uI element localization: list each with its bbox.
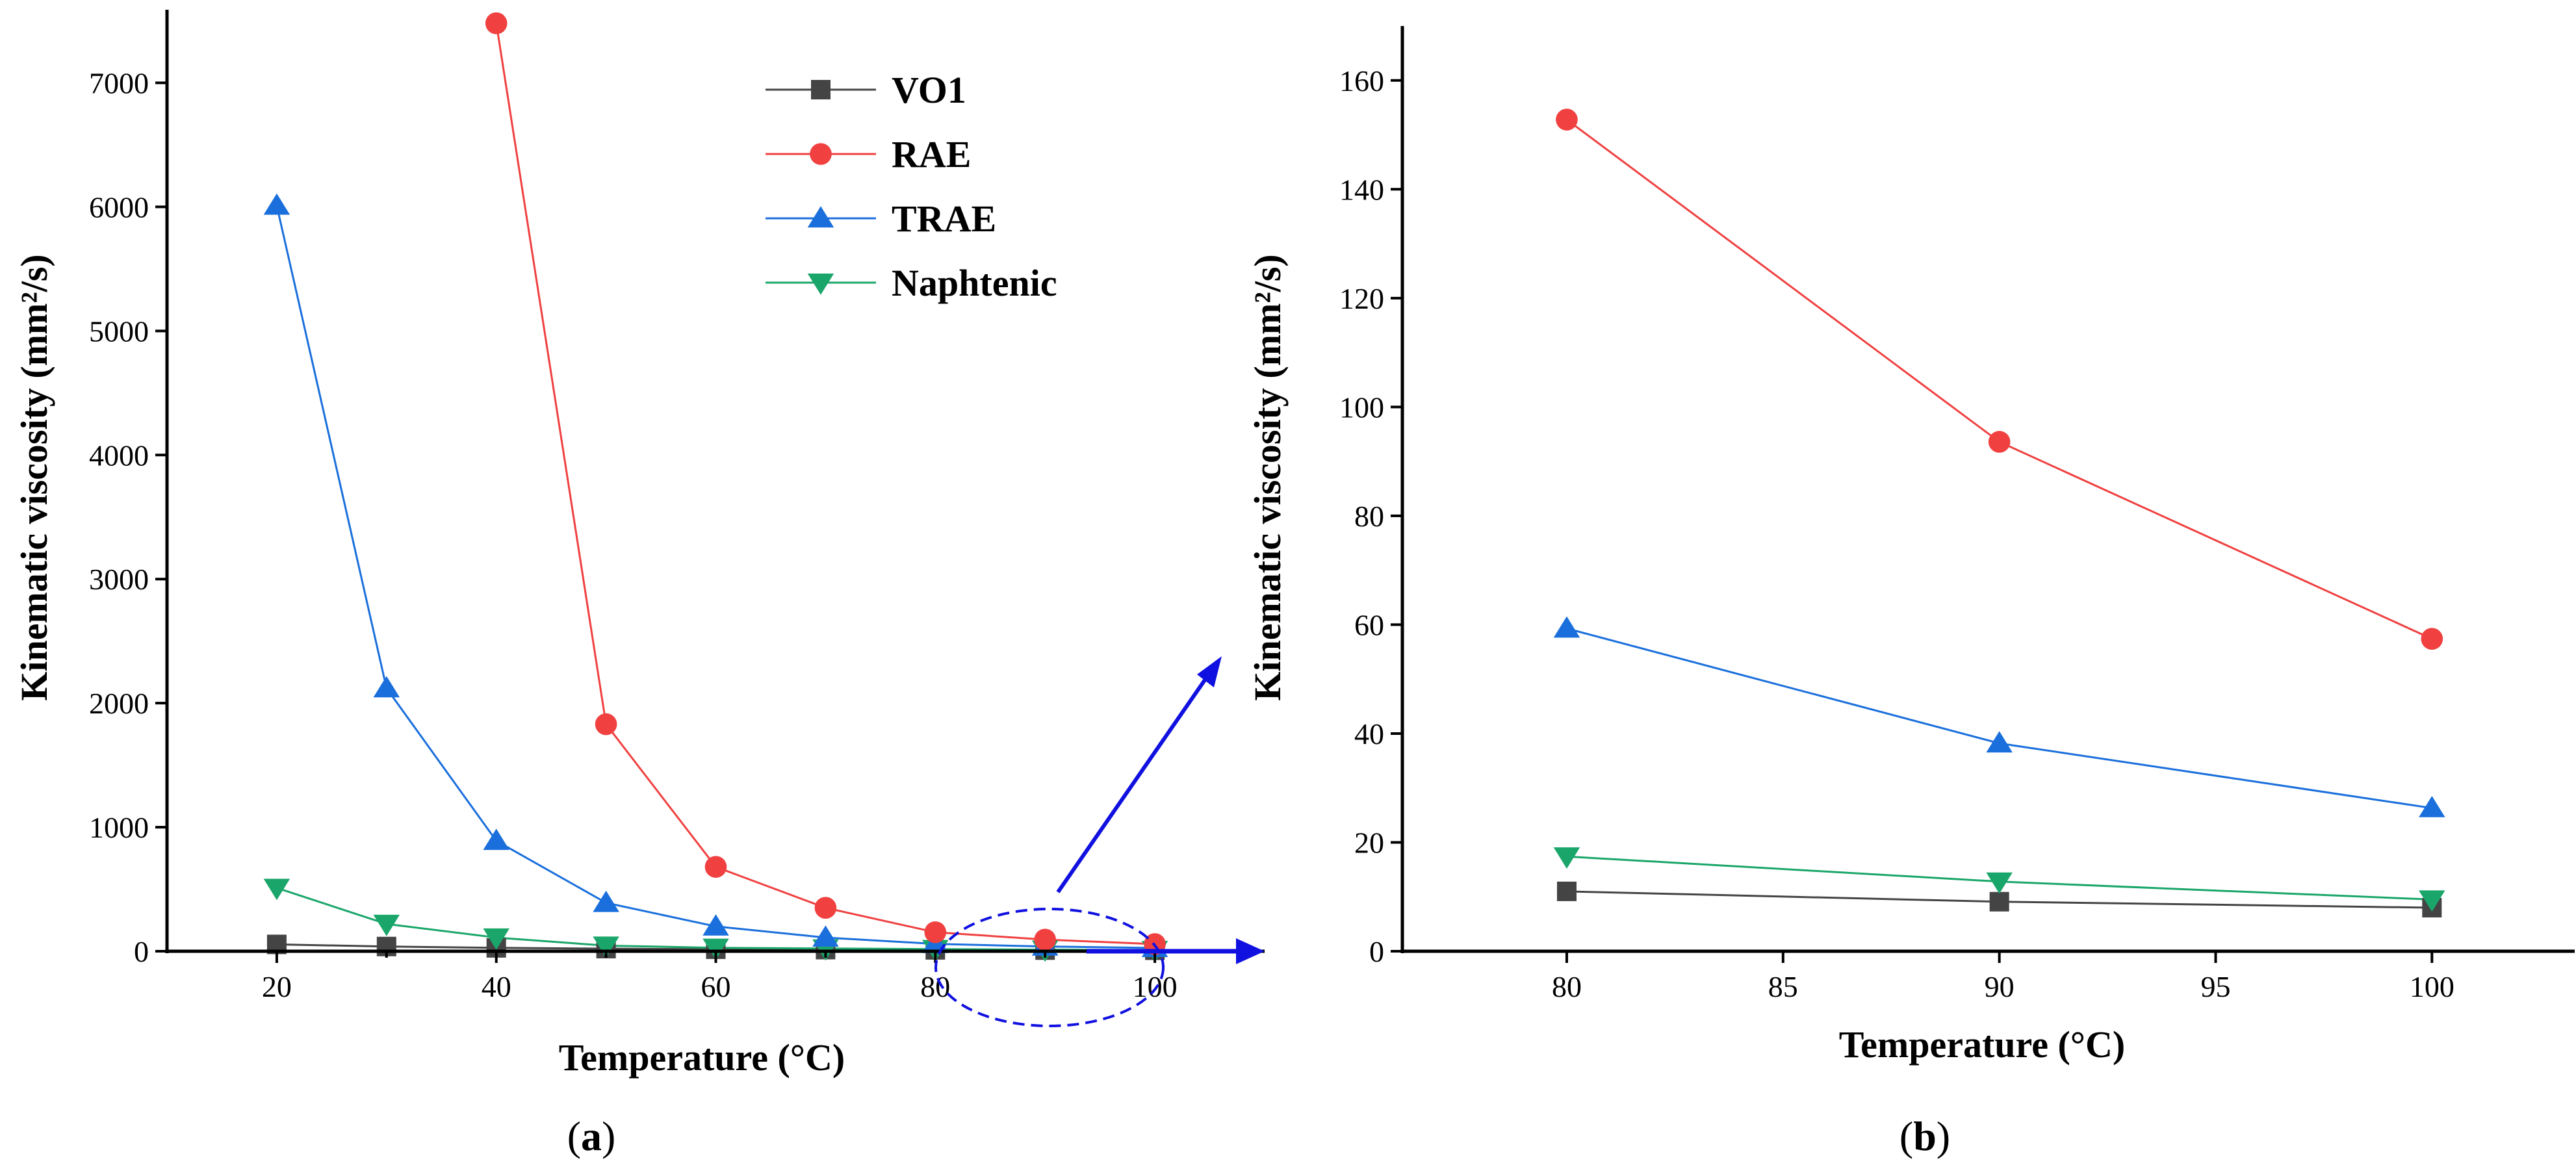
panel-a-x-tick-label: 40 — [482, 970, 511, 1003]
panel-a-point-rae — [704, 856, 727, 878]
legend-item-vo1: VO1 — [766, 69, 966, 111]
panel-b-point-trae — [1986, 731, 2013, 753]
panel-b-x-ticks: 80 85 90 95 100 — [1552, 951, 2454, 1003]
panel-a-y-tick-label: 1000 — [89, 811, 149, 844]
panel-a-point-rae — [814, 897, 837, 919]
panel-b-x-tick-label: 95 — [2200, 970, 2230, 1003]
panel-a: 0 1000 2000 3000 4000 5000 6000 7000 20 40 60 80 10… — [13, 10, 1265, 1079]
panel-a-point-naphtenic — [593, 936, 619, 958]
panel-b-x-tick-label: 100 — [2410, 970, 2454, 1003]
panel-a-point-naphtenic — [373, 914, 400, 936]
panel-b-point-naphtenic — [2419, 890, 2445, 912]
panel-a-point-trae — [483, 828, 509, 851]
panel-a-point-naphtenic — [483, 928, 509, 950]
panel-b-y-tick-label: 60 — [1354, 608, 1384, 641]
panel-b-y-axis-title: Kinematic viscosity (mm²/s) — [1246, 254, 1289, 700]
panel-a-y-tick-label: 7000 — [89, 66, 149, 99]
panel-b-series-line-rae — [1566, 118, 2432, 640]
panel-b-point-naphtenic — [1986, 872, 2013, 894]
panel-a-x-tick-label: 100 — [1133, 970, 1178, 1003]
zoom-arrow-up-line — [1056, 671, 1212, 893]
zoom-arrow-right-head — [1236, 938, 1265, 964]
panel-a-point-trae — [702, 914, 729, 936]
zoom-region-ellipse — [934, 908, 1165, 1027]
legend-marker-naphtenic — [807, 273, 834, 295]
svg-text:(b): (b) — [1900, 1113, 1950, 1159]
legend-item-naphtenic: Naphtenic — [766, 262, 1057, 304]
panel-a-series-line-trae — [276, 205, 1155, 949]
panel-a-y-tick-label: 5000 — [89, 314, 149, 348]
panel-a-point-rae — [485, 12, 508, 34]
panel-a-y-tick-label: 0 — [134, 935, 149, 968]
panel-b-y-tick-label: 160 — [1339, 64, 1384, 97]
caption-b-letter: b — [1913, 1113, 1937, 1159]
caption-a-letter: a — [581, 1113, 602, 1159]
panel-b-point-rae — [1556, 109, 1578, 131]
panel-a-y-tick-label: 6000 — [89, 190, 149, 224]
panel-a-point-trae — [263, 193, 290, 215]
legend-marker-trae — [807, 206, 834, 228]
legend-item-rae: RAE — [766, 133, 971, 175]
legend-label-naphtenic: Naphtenic — [892, 262, 1057, 304]
panel-b-point-trae — [1553, 616, 1580, 638]
panel-b-point-trae — [2419, 795, 2445, 817]
panel-b-y-tick-label: 140 — [1339, 173, 1384, 206]
legend-item-trae: TRAE — [766, 198, 996, 240]
panel-a-point-naphtenic — [263, 878, 290, 901]
panel-a-x-ticks: 20 40 60 80 100 — [262, 951, 1178, 1003]
panel-a-point-trae — [373, 676, 400, 698]
legend-label-vo1: VO1 — [892, 69, 966, 111]
panel-a-point-rae — [595, 713, 617, 736]
panel-a-y-ticks: 0 1000 2000 3000 4000 5000 6000 7000 — [89, 66, 167, 968]
panel-b-x-axis-title: Temperature (°C) — [1839, 1023, 2125, 1066]
panel-a-x-axis-title: Temperature (°C) — [559, 1036, 845, 1079]
panel-a-point-trae — [812, 925, 839, 947]
panel-b-y-tick-label: 0 — [1369, 935, 1384, 968]
panel-b-marks — [1553, 109, 2445, 917]
panel-b-point-naphtenic — [1553, 847, 1580, 869]
panel-b-y-tick-label: 20 — [1354, 826, 1384, 859]
panel-a-y-axis-title: Kinematic viscosity (mm²/s) — [13, 254, 55, 700]
panel-b-y-tick-label: 120 — [1339, 282, 1384, 315]
panel-b-y-tick-label: 40 — [1354, 717, 1384, 750]
legend: VO1 RAE TRAE Naphtenic — [766, 69, 1057, 304]
panel-a-x-tick-label: 80 — [920, 970, 950, 1003]
panel-b-point-vo1 — [1556, 881, 1577, 901]
zoom-arrow-up-head — [1197, 656, 1222, 687]
panel-b-x-tick-label: 80 — [1552, 970, 1582, 1003]
svg-text:(a): (a) — [567, 1113, 616, 1159]
panel-a-x-tick-label: 20 — [262, 970, 292, 1003]
panel-a-point-naphtenic — [702, 938, 729, 960]
panel-a-y-tick-label: 3000 — [89, 563, 149, 596]
panel-a-point-rae — [924, 921, 947, 943]
caption-a: (a) — [567, 1113, 616, 1159]
panel-a-x-tick-label: 60 — [701, 970, 731, 1003]
panel-b-x-tick-label: 90 — [1985, 970, 2015, 1003]
panel-a-point-trae — [593, 890, 619, 912]
panel-a-marks — [263, 12, 1168, 962]
panel-b-y-tick-label: 100 — [1339, 390, 1384, 424]
legend-marker-rae — [810, 143, 832, 165]
panel-b-y-tick-label: 80 — [1354, 500, 1384, 533]
panel-a-y-tick-label: 4000 — [89, 439, 149, 472]
legend-label-rae: RAE — [892, 133, 971, 175]
caption-b: (b) — [1900, 1113, 1950, 1159]
legend-marker-vo1 — [811, 80, 831, 99]
panel-b-x-tick-label: 85 — [1768, 970, 1798, 1003]
panel-b-point-vo1 — [1989, 891, 2009, 912]
legend-label-trae: TRAE — [892, 198, 996, 240]
panel-b-point-rae — [2421, 628, 2443, 650]
panel-b-series-line-trae — [1566, 627, 2432, 810]
panel-b-y-ticks: 0 20 40 60 80 100 120 140 160 — [1339, 64, 1402, 968]
panel-b-point-rae — [1988, 431, 2011, 453]
panel-a-y-tick-label: 2000 — [89, 687, 149, 720]
panel-a-point-rae — [1034, 928, 1056, 951]
panel-b: 0 20 40 60 80 100 120 140 160 80 85 90 95 100 Temper… — [1246, 26, 2575, 1066]
